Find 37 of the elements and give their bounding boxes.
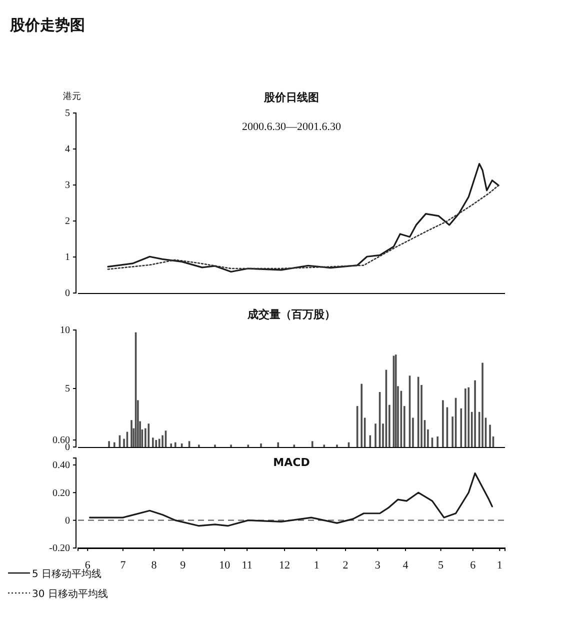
- x-tick-label: 1: [496, 559, 502, 572]
- y-tick-label: 4: [65, 144, 70, 156]
- y-tick-label: 10: [60, 325, 70, 336]
- text: 2000.6.30—2001.6.30: [242, 121, 342, 133]
- x-tick-label: 8: [151, 559, 158, 572]
- x-tick-label: 12: [279, 559, 290, 572]
- x-tick-label: 1: [314, 559, 320, 572]
- y-tick-label: 0.20: [52, 488, 70, 499]
- x-tick-label: 2: [342, 559, 348, 572]
- chart-title: 成交量（百万股）: [246, 308, 336, 321]
- x-tick-label: 5: [438, 559, 444, 572]
- y-tick-label: 1: [65, 252, 70, 264]
- x-tick-label: 6: [470, 559, 476, 572]
- chart-title: 股价日线图: [263, 91, 319, 104]
- x-tick-label: 9: [180, 559, 186, 572]
- y-tick-label: 5: [65, 384, 70, 395]
- y-tick-label: 0.40: [52, 460, 70, 472]
- text: 股价走势图: [9, 16, 85, 34]
- line-series: [107, 162, 500, 273]
- y-tick-label: -0.20: [49, 543, 70, 554]
- line-series: [107, 184, 500, 270]
- x-tick-label: 3: [374, 559, 381, 572]
- y-tick-label: 0: [65, 516, 70, 527]
- x-tick-label: 4: [402, 559, 409, 572]
- x-tick-label: 10: [219, 559, 231, 572]
- line-series: [88, 472, 493, 527]
- y-tick-label: 3: [65, 180, 70, 192]
- legend-label: 30 日移动平均线: [32, 588, 108, 600]
- legend-label: 5 日移动平均线: [32, 568, 102, 580]
- y-tick-label: 0: [65, 442, 70, 454]
- x-tick-label: 11: [242, 559, 252, 572]
- chart-title: MACD: [273, 456, 310, 469]
- y-tick-label: 0: [65, 288, 70, 300]
- x-tick-label: 7: [120, 559, 126, 572]
- y-axis-title: 港元: [63, 91, 81, 102]
- y-tick-label: 2: [65, 216, 70, 228]
- y-tick-label: 5: [65, 108, 70, 120]
